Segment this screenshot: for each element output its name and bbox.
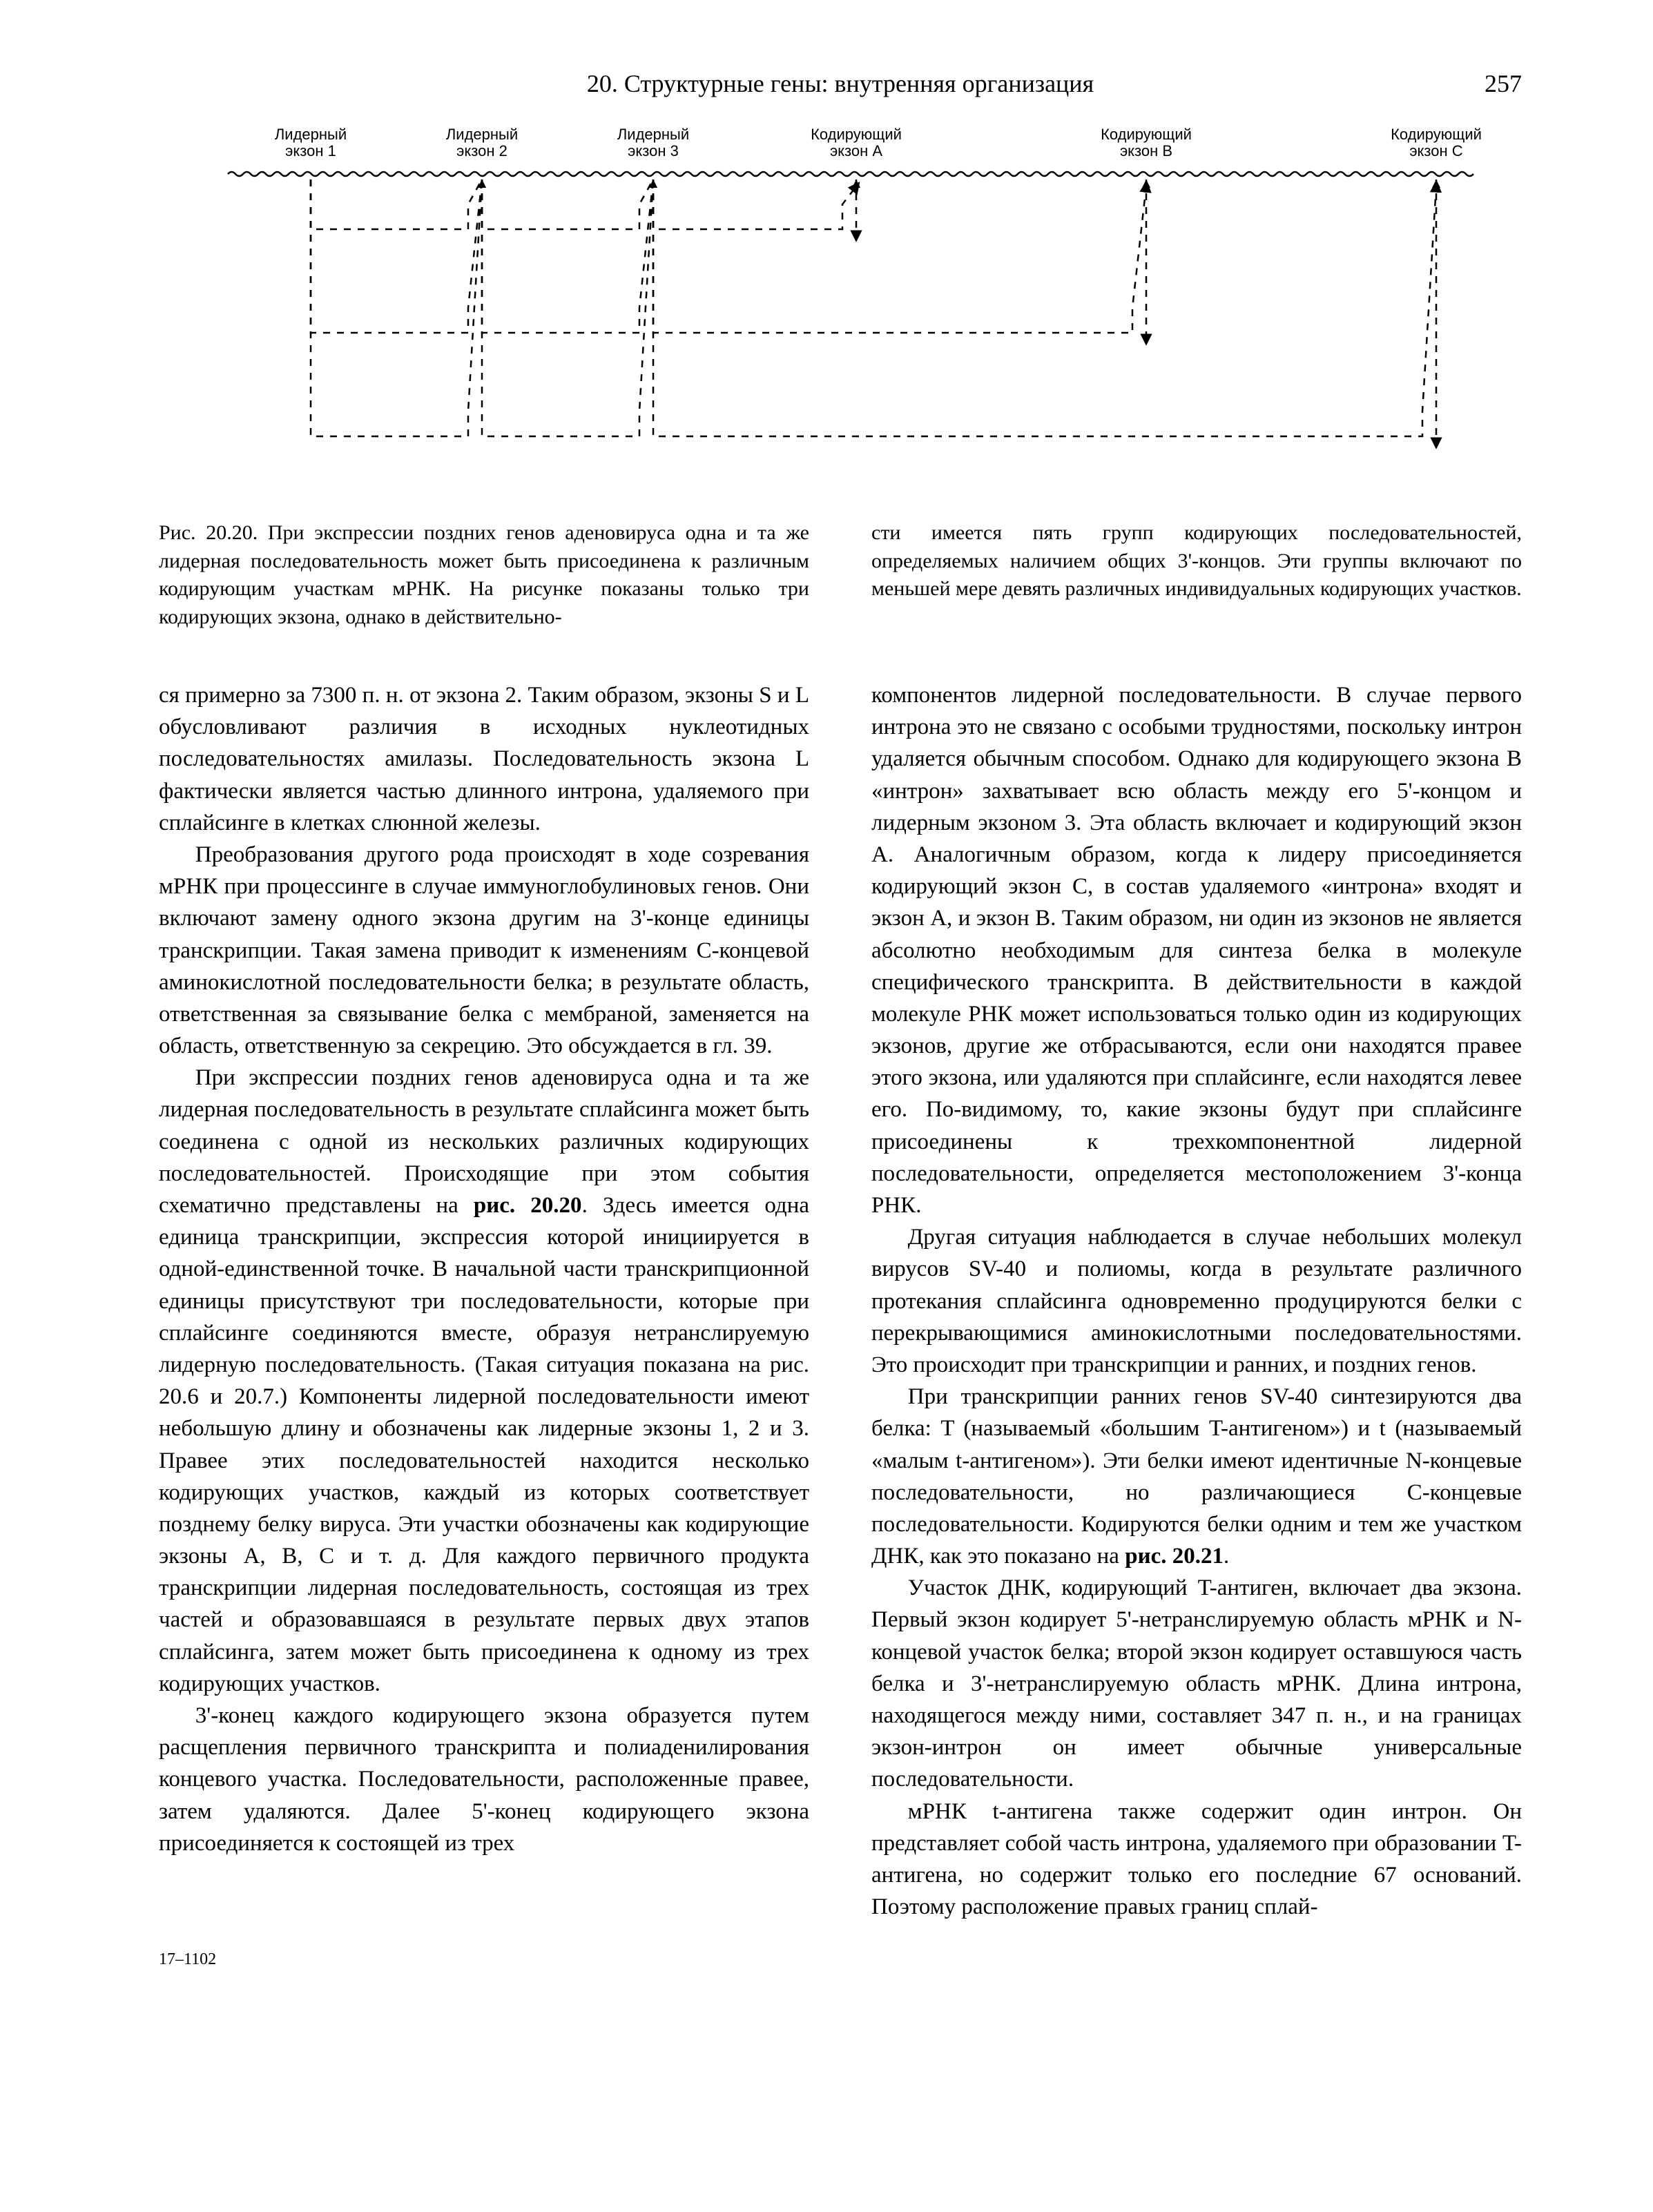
exon-label-top: Кодирующий bbox=[1101, 126, 1192, 143]
splice-path bbox=[311, 180, 482, 333]
body-paragraph: Преобразования другого рода происходят в… bbox=[159, 839, 809, 1062]
splice-path bbox=[653, 180, 1436, 436]
body-paragraph: 3'-конец каждого кодирующего экзона обра… bbox=[159, 1700, 809, 1859]
body-paragraph: При экспрессии поздних генов аденовируса… bbox=[159, 1062, 809, 1700]
running-title: 20. Структурные гены: внутренняя организ… bbox=[587, 70, 1094, 97]
body-paragraph: Другая ситуация наблюдается в случае неб… bbox=[871, 1221, 1522, 1381]
arrowhead-icon bbox=[852, 180, 860, 188]
splice-path bbox=[653, 180, 1146, 333]
caption-left: Рис. 20.20. При экспрессии поздних генов… bbox=[159, 519, 809, 631]
body-paragraph: компонентов лидерной последовательности.… bbox=[871, 679, 1522, 1221]
exon-label-top: Лидерный bbox=[617, 126, 689, 143]
body-paragraph: При транскрипции ранних генов SV-40 синт… bbox=[871, 1381, 1522, 1572]
exon-label-bottom: экзон 3 bbox=[628, 142, 679, 159]
exon-label-top: Кодирующий bbox=[811, 126, 902, 143]
footer-code: 17–1102 bbox=[159, 1950, 1522, 1969]
body-paragraph: ся примерно за 7300 п. н. от экзона 2. Т… bbox=[159, 679, 809, 839]
caption-right: сти имеется пять групп кодирующих послед… bbox=[871, 519, 1522, 631]
exon-label-bottom: экзон A bbox=[830, 142, 882, 159]
splice-path bbox=[311, 180, 482, 436]
exon-label-top: Кодирующий bbox=[1391, 126, 1482, 143]
exon-label-top: Лидерный bbox=[446, 126, 518, 143]
exon-label-top: Лидерный bbox=[275, 126, 347, 143]
body-paragraph: мРНК t-антигена также содержит один интр… bbox=[871, 1796, 1522, 1923]
exon-label-bottom: экзон 2 bbox=[456, 142, 508, 159]
splice-path bbox=[653, 180, 856, 229]
body-paragraph: Участок ДНК, кодирующий T-антиген, включ… bbox=[871, 1572, 1522, 1795]
splice-path bbox=[482, 180, 653, 436]
body-column-right: компонентов лидерной последовательности.… bbox=[871, 679, 1522, 1923]
exon-label-bottom: экзон C bbox=[1409, 142, 1462, 159]
exon-label-bottom: экзон 1 bbox=[285, 142, 336, 159]
splice-path bbox=[482, 180, 653, 333]
figure-20-20: Лидерныйэкзон 1Лидерныйэкзон 2Лидерныйэк… bbox=[159, 126, 1522, 485]
page-number: 257 bbox=[1485, 69, 1522, 98]
exon-label-bottom: экзон B bbox=[1120, 142, 1172, 159]
figure-caption: Рис. 20.20. При экспрессии поздних генов… bbox=[159, 519, 1522, 631]
splice-path bbox=[482, 180, 653, 229]
rna-wave bbox=[228, 172, 1473, 176]
arrowhead-icon bbox=[1432, 180, 1440, 188]
running-header: 20. Структурные гены: внутренняя организ… bbox=[159, 69, 1522, 98]
body-column-left: ся примерно за 7300 п. н. от экзона 2. Т… bbox=[159, 679, 809, 1923]
splice-path bbox=[311, 180, 482, 229]
arrowhead-icon bbox=[1142, 180, 1150, 188]
